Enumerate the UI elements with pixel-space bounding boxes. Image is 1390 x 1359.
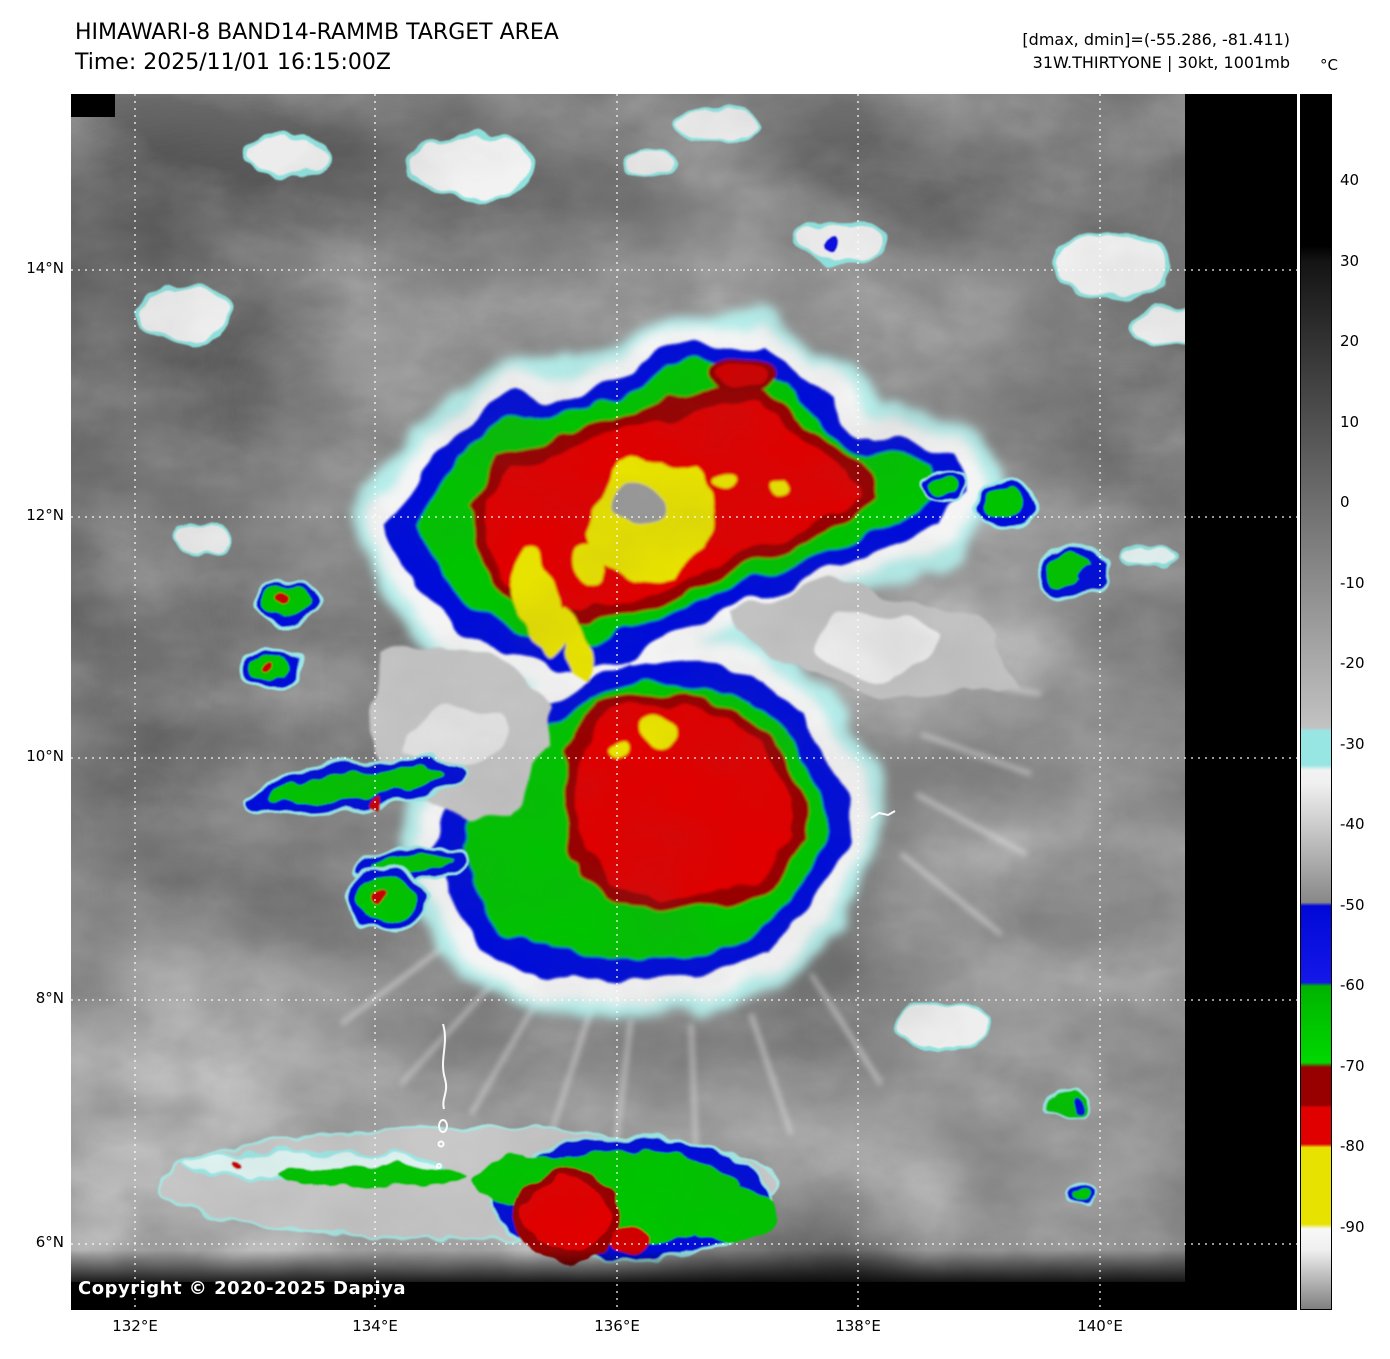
dmax-dmin-label: [dmax, dmin]=(-55.286, -81.411): [1022, 30, 1290, 49]
scan-edge-bottom: [71, 1282, 1297, 1310]
colorbar-tick-label: -70: [1340, 1056, 1365, 1075]
lat-tick-label: 6°N: [35, 1233, 64, 1251]
colorbar-tick-label: -80: [1340, 1137, 1365, 1156]
scan-edge-topleft: [71, 94, 115, 117]
colorbar-tick-label: 10: [1340, 412, 1360, 431]
satellite-image: [0, 94, 1297, 1344]
colorbar-tick-label: 30: [1340, 251, 1360, 270]
colorbar-tick-label: -20: [1340, 654, 1365, 673]
lat-tick-label: 12°N: [26, 506, 64, 524]
colorbar-tick-label: -40: [1340, 815, 1365, 834]
coastline: [436, 810, 896, 1169]
lon-tick-label: 140°E: [1077, 1317, 1123, 1335]
lon-tick-label: 134°E: [352, 1317, 398, 1335]
colorbar-tick-label: -60: [1340, 976, 1365, 995]
lat-tick-label: 10°N: [26, 747, 64, 765]
lat-tick-label: 14°N: [26, 259, 64, 277]
temperature-colorbar: [1300, 94, 1332, 1310]
colorbar-tick-label: -50: [1340, 895, 1365, 914]
scan-edge-bottom-fade: [71, 1250, 1297, 1284]
colorbar-tick-label: 20: [1340, 332, 1360, 351]
timestamp-label: Time: 2025/11/01 16:15:00Z: [75, 50, 391, 75]
lon-tick-label: 132°E: [112, 1317, 158, 1335]
storm-info-label: 31W.THIRTYONE | 30kt, 1001mb: [1032, 53, 1290, 72]
satellite-image-area: [0, 94, 1297, 1344]
colorbar-unit-label: °C: [1320, 56, 1338, 74]
colorbar-tick-label: -90: [1340, 1218, 1365, 1237]
scan-edge-right: [1185, 94, 1297, 1310]
page-title: HIMAWARI-8 BAND14-RAMMB TARGET AREA: [75, 20, 559, 45]
storm-texture-overlay: [71, 94, 1297, 1310]
colorbar-tick-label: -10: [1340, 573, 1365, 592]
copyright-label: Copyright © 2020-2025 Dapiya: [78, 1278, 407, 1299]
lat-tick-label: 8°N: [35, 989, 64, 1007]
lon-tick-label: 136°E: [594, 1317, 640, 1335]
colorbar-tick-label: -30: [1340, 734, 1365, 753]
colorbar-tick-label: 40: [1340, 171, 1360, 189]
lon-tick-label: 138°E: [835, 1317, 881, 1335]
latlon-grid: [71, 94, 1297, 1310]
colorbar-tick-label: 0: [1340, 493, 1350, 512]
